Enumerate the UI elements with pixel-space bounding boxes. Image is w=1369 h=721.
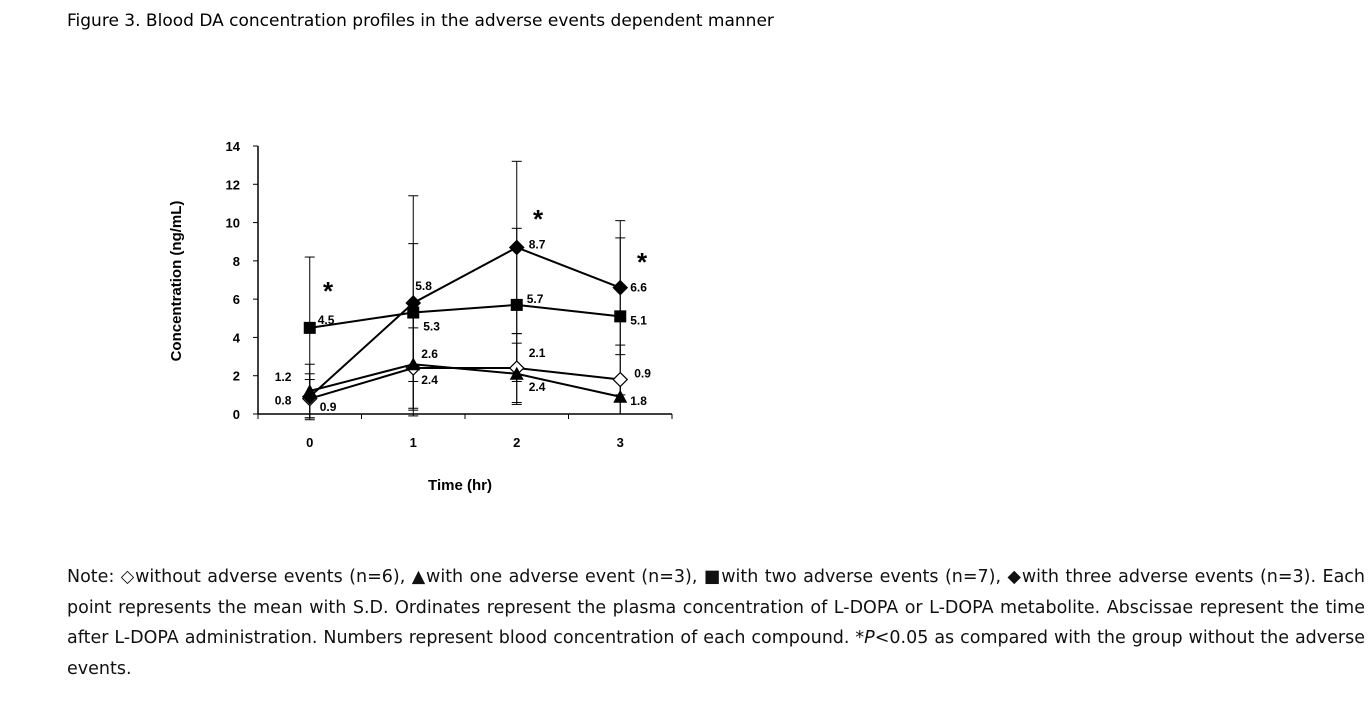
note-label: Note <box>67 567 109 587</box>
data-label: 4.5 <box>318 313 335 327</box>
data-label: 1.2 <box>275 370 292 384</box>
triangle-marker <box>509 366 524 380</box>
data-label: 2.1 <box>529 346 546 360</box>
data-label: 1.8 <box>630 394 647 408</box>
data-label: 6.6 <box>630 281 647 295</box>
y-tick-label: 4 <box>233 330 241 345</box>
y-tick-label: 2 <box>233 369 240 384</box>
figure-note: Note: ◇without adverse events (n=6), ▲wi… <box>67 562 1365 684</box>
note-text: : ◇without adverse events (n=6), ▲with o… <box>67 567 1365 648</box>
triangle-marker <box>613 389 628 403</box>
x-axis-label: Time (hr) <box>428 477 492 494</box>
x-tick-label: 1 <box>410 435 417 450</box>
x-tick-label: 3 <box>617 435 624 450</box>
data-label: 2.4 <box>529 380 546 394</box>
note-text-end: <0.05 as compared with the group without… <box>67 628 1365 679</box>
data-label: 2.6 <box>421 347 438 361</box>
x-tick-label: 0 <box>306 435 313 450</box>
square-marker <box>510 298 523 311</box>
series-line <box>309 303 621 329</box>
filled-diamond-marker <box>508 239 525 256</box>
data-label: 5.1 <box>630 313 647 327</box>
data-label: 5.3 <box>423 320 440 334</box>
y-axis-label: Concentration (ng/mL) <box>168 201 185 362</box>
series-line <box>309 246 621 398</box>
square-marker <box>614 310 627 323</box>
series-line <box>309 367 621 400</box>
x-tick-label: 2 <box>513 435 520 450</box>
filled-diamond-marker <box>405 295 422 311</box>
data-label: 0.9 <box>634 367 651 381</box>
data-label: 2.4 <box>421 373 438 387</box>
triangle-marker <box>406 357 421 371</box>
y-tick-label: 10 <box>226 216 240 231</box>
square-marker <box>407 306 420 319</box>
y-tick-label: 14 <box>226 139 241 154</box>
figure-title: Figure 3. Blood DA concentration profile… <box>67 11 774 31</box>
filled-diamond-marker <box>301 388 318 405</box>
square-marker <box>303 321 316 334</box>
significance-star: * <box>533 204 544 234</box>
significance-star: * <box>637 247 648 277</box>
note-p: P <box>864 628 875 648</box>
y-tick-label: 8 <box>233 254 240 269</box>
y-tick-label: 6 <box>233 292 240 307</box>
series-line <box>309 363 621 398</box>
y-tick-label: 0 <box>233 407 240 422</box>
data-label: 5.7 <box>527 292 544 306</box>
filled-diamond-marker <box>612 279 629 296</box>
data-label: 8.7 <box>529 237 546 251</box>
y-tick-label: 12 <box>226 177 240 192</box>
open-diamond-marker <box>612 371 629 388</box>
data-label: 0.9 <box>320 400 337 414</box>
data-label: 0.8 <box>275 394 292 408</box>
data-label: 5.8 <box>415 279 432 293</box>
significance-star: * <box>323 276 334 306</box>
